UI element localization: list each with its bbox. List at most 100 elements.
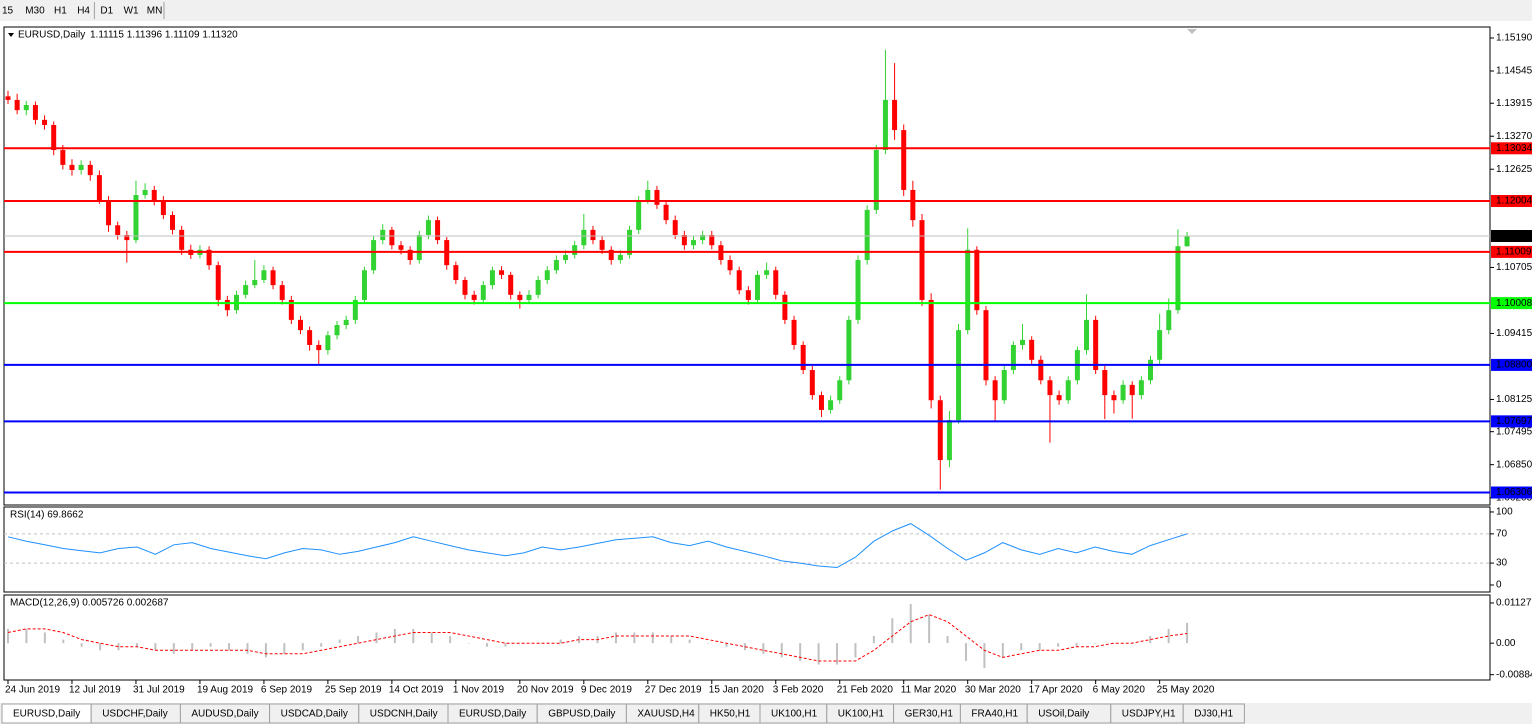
candle-body	[1157, 330, 1163, 360]
level-tag	[1491, 486, 1532, 499]
tab-label[interactable]: UK100,H1	[771, 709, 818, 720]
timeframe-button[interactable]: MN	[147, 6, 163, 17]
candle-body	[5, 96, 11, 100]
candle-body	[517, 294, 523, 300]
candle-body	[773, 270, 779, 295]
candle-body	[1065, 380, 1071, 401]
candle-body	[672, 220, 678, 235]
candle-body	[727, 260, 733, 271]
x-tick-label: 27 Dec 2019	[645, 685, 702, 696]
candle-body	[882, 99, 888, 151]
candle-body	[23, 105, 29, 111]
candle-body	[983, 310, 989, 381]
candle-body	[352, 299, 358, 320]
candle-body	[809, 370, 815, 396]
candle-body	[42, 119, 48, 125]
level-label: 1.08800	[1496, 360, 1532, 371]
timeframe-button[interactable]: M30	[25, 6, 45, 17]
candle-body	[151, 189, 157, 201]
candle-body	[215, 265, 221, 300]
candle-body	[106, 200, 112, 226]
macd-bar	[375, 632, 378, 644]
tab-label[interactable]: GBPUSD,Daily	[548, 709, 615, 720]
tab-label[interactable]: HK50,H1	[710, 709, 751, 720]
tab-label[interactable]: EURUSD,Daily	[13, 709, 80, 720]
candle-body	[435, 220, 441, 241]
macd-bar	[688, 639, 691, 644]
tab-label[interactable]: EURUSD,Daily	[459, 709, 526, 720]
candle-body	[407, 249, 413, 261]
timeframe-button[interactable]: H1	[54, 6, 67, 17]
candle-body	[544, 270, 550, 280]
macd-bar	[1057, 643, 1060, 647]
timeframe-button[interactable]: W1	[124, 6, 139, 17]
x-tick-label: 14 Oct 2019	[389, 685, 444, 696]
candle-body	[691, 240, 696, 246]
tab-label[interactable]: XAUUSD,H4	[637, 709, 695, 720]
candle-body	[78, 164, 84, 170]
macd-bar	[1093, 643, 1096, 644]
tab-label[interactable]: USOil,Daily	[1038, 709, 1089, 720]
x-tick-label: 15 Jan 2020	[709, 685, 764, 696]
candle-body	[864, 209, 870, 261]
tab-label[interactable]: USDCAD,Daily	[281, 709, 348, 720]
macd-bar	[99, 643, 102, 651]
candle-body	[1056, 395, 1062, 401]
symbol-tab[interactable]	[1182, 703, 1245, 724]
tab-label[interactable]: GER30,H1	[905, 709, 954, 720]
tab-label[interactable]: UK100,H1	[838, 709, 885, 720]
tab-label[interactable]: DJ30,H1	[1194, 709, 1233, 720]
macd-bar	[817, 643, 820, 665]
tab-label[interactable]: FRA40,H1	[971, 709, 1018, 720]
timeframe-button[interactable]: 15	[2, 6, 14, 17]
macd-bar	[1075, 643, 1078, 647]
candle-body	[946, 420, 952, 461]
x-tick-label: 3 Feb 2020	[773, 685, 824, 696]
candle-body	[425, 220, 431, 235]
candle-body	[617, 254, 623, 261]
macd-bar	[1038, 643, 1041, 651]
tab-label[interactable]: USDJPY,H1	[1122, 709, 1176, 720]
timeframe-button[interactable]: D1	[100, 6, 113, 17]
candle-body	[526, 294, 532, 300]
macd-bar	[762, 643, 765, 654]
x-tick-label: 6 May 2020	[1093, 685, 1146, 696]
level-tag	[1491, 415, 1532, 428]
level-tag	[1491, 358, 1532, 371]
candle-body	[736, 270, 742, 291]
x-tick-label: 11 Mar 2020	[901, 685, 957, 696]
candle-body	[307, 330, 313, 345]
macd-bar	[62, 639, 65, 644]
candle-body	[1029, 339, 1035, 360]
macd-bar	[320, 643, 323, 647]
macd-bar	[25, 628, 28, 644]
candle-body	[1084, 319, 1090, 351]
candle-body	[115, 225, 121, 235]
candle-body	[288, 299, 294, 320]
macd-bar	[191, 643, 194, 651]
candle-body	[1093, 319, 1099, 371]
y-tick-label: 0	[1496, 580, 1502, 591]
macd-bar	[780, 643, 783, 658]
macd-bar	[1001, 643, 1004, 658]
candle-body	[572, 245, 578, 255]
chart-area	[0, 21, 1532, 703]
macd-bar	[946, 636, 949, 644]
macd-bar	[504, 643, 507, 647]
x-tick-label: 31 Jul 2019	[133, 685, 185, 696]
candle-body	[179, 229, 185, 250]
tab-label[interactable]: AUDUSD,Daily	[191, 709, 258, 720]
macd-bar	[983, 643, 986, 669]
x-tick-label: 17 Apr 2020	[1029, 685, 1083, 696]
candle-body	[919, 220, 925, 300]
tab-label[interactable]: USDCHF,Daily	[102, 709, 168, 720]
tab-label[interactable]: USDCNH,Daily	[370, 709, 438, 720]
shift-marker	[1187, 29, 1197, 34]
timeframe-button[interactable]: H4	[77, 6, 90, 17]
candle-body	[480, 285, 486, 300]
candle-body	[681, 234, 687, 246]
x-tick-label: 21 Feb 2020	[837, 685, 894, 696]
candle-body	[910, 189, 916, 221]
y-tick-label: 1.13915	[1496, 98, 1532, 109]
candle-body	[535, 279, 541, 295]
